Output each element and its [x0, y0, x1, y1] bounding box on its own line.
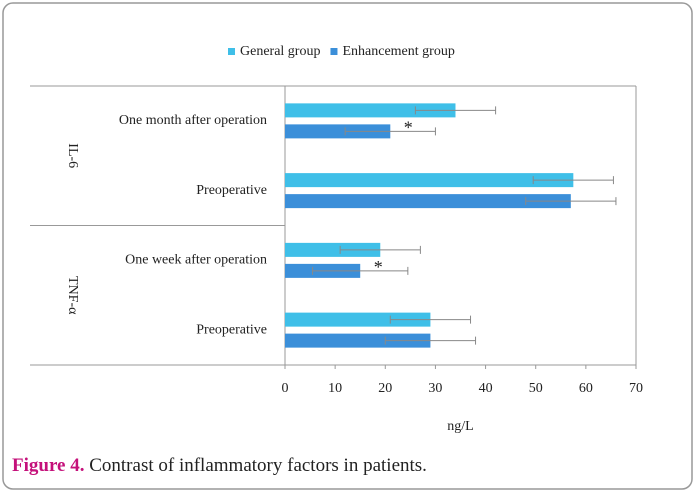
error-bar [532, 176, 614, 185]
x-tick-label: 50 [529, 381, 543, 396]
caption: Figure 4. Contrast of inflammatory facto… [12, 455, 427, 476]
category-label: Preoperative [196, 322, 267, 337]
legend-label: General group [240, 44, 320, 59]
bar [285, 312, 431, 327]
bar [285, 242, 381, 257]
error-bar [339, 245, 421, 254]
x-tick-label: 30 [428, 381, 442, 396]
x-tick-label: 70 [629, 381, 643, 396]
x-tick-label: 60 [579, 381, 593, 396]
x-tick-label: 10 [328, 381, 342, 396]
error-bar [525, 197, 617, 206]
error-bar [389, 315, 472, 324]
x-axis-label: ng/L [447, 419, 473, 434]
error-bar [414, 106, 497, 115]
category-label: One week after operation [125, 253, 267, 268]
bar [285, 124, 391, 139]
category-label: One month after operation [119, 113, 267, 128]
x-tick-label: 0 [282, 381, 289, 396]
significance-mark: * [404, 118, 413, 138]
error-bar [344, 127, 436, 136]
legend-swatch [330, 48, 338, 55]
bar [285, 333, 431, 348]
group-label: IL-6 [65, 143, 80, 168]
error-bar [312, 266, 409, 275]
x-tick-label: 20 [378, 381, 392, 396]
caption-label: Figure 4. [12, 455, 84, 476]
legend-swatch [228, 48, 235, 55]
bar [285, 194, 571, 209]
bar [285, 173, 574, 188]
group-label: TNF-α [65, 276, 80, 315]
x-tick-label: 40 [479, 381, 493, 396]
bar [285, 103, 456, 118]
category-label: Preoperative [196, 183, 267, 198]
error-bar [384, 336, 477, 345]
legend-label: Enhancement group [342, 44, 454, 59]
caption-text: Contrast of inflammatory factors in pati… [89, 455, 427, 476]
significance-mark: * [374, 257, 383, 277]
